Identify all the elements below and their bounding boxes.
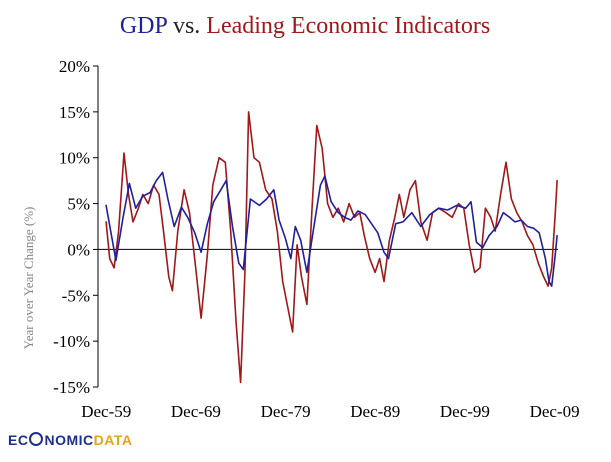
- x-tick-label: Dec-99: [440, 402, 490, 421]
- series-line-leading-economic-indicators: [105, 111, 558, 384]
- chart-title-part-0: GDP: [120, 13, 168, 39]
- chart-title: GDP vs. Leading Economic Indicators: [120, 13, 490, 39]
- x-tick-label: Dec-59: [81, 402, 131, 421]
- y-tick-label: -10%: [53, 332, 90, 351]
- chart-title-part-2: Leading Economic Indicators: [206, 13, 490, 39]
- x-tick-label: Dec-69: [171, 402, 221, 421]
- y-tick-label: -5%: [62, 286, 90, 305]
- y-tick-label: 5%: [67, 195, 90, 214]
- y-tick-label: 10%: [59, 149, 90, 168]
- economic-data-logo: EC NOMICDATA: [8, 432, 132, 448]
- logo-text-nomic: NOMIC: [44, 432, 94, 448]
- axes: 20% 15% 10% 5% 0% -5% -10% -15% Dec-59 Dec-69 Dec-…: [53, 57, 579, 421]
- y-tick-label: -15%: [53, 378, 90, 397]
- x-tick-label: Dec-79: [261, 402, 311, 421]
- logo-ring-icon: [29, 432, 44, 446]
- y-tick-label: 15%: [59, 103, 90, 122]
- chart-title-part-1: vs.: [167, 13, 206, 39]
- logo-text-data: DATA: [93, 432, 133, 448]
- plot-area: [105, 111, 558, 384]
- logo-text-ec: EC: [8, 432, 29, 448]
- series-line-gdp: [105, 171, 558, 287]
- x-tick-label: Dec-09: [530, 402, 580, 421]
- x-tick-label: Dec-89: [350, 402, 400, 421]
- y-tick-label: 0%: [67, 240, 90, 259]
- y-tick-label: 20%: [59, 57, 90, 76]
- y-axis-label: Year over Year Change (%): [21, 207, 36, 350]
